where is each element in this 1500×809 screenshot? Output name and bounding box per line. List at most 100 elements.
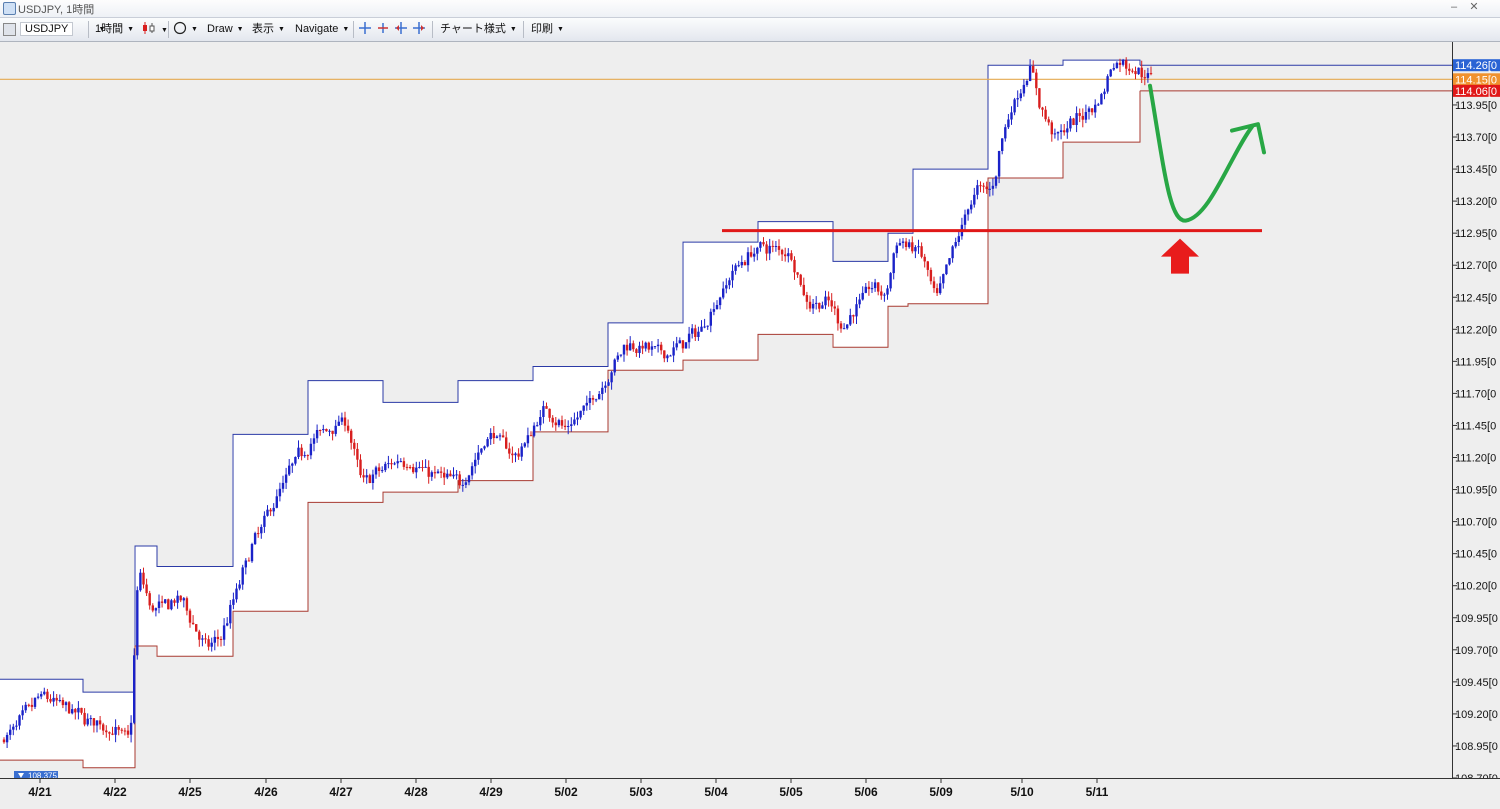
candle-body	[15, 725, 18, 727]
chevron-down-icon: ▼	[98, 26, 106, 33]
print-menu[interactable]: 印刷 ▼	[531, 21, 564, 38]
range-band	[1082, 60, 1085, 143]
candle-body	[839, 323, 843, 329]
range-band	[982, 169, 985, 304]
candle-body	[1125, 60, 1128, 69]
date-tick-label: 5/09	[929, 785, 953, 799]
date-tick-label: 5/02	[554, 785, 578, 799]
close-button[interactable]: ✕	[1469, 1, 1479, 13]
range-band	[458, 380, 461, 481]
timeframe-dropdown[interactable]: 1時間 ▼	[95, 21, 134, 38]
candle-body	[58, 700, 61, 701]
arrow-left-icon	[395, 22, 407, 34]
chart-style-menu[interactable]: チャート様式 ▼	[440, 21, 517, 38]
scroll-right-button[interactable]	[412, 21, 426, 38]
range-band	[554, 366, 557, 432]
title-bar: USDJPY, 1時間 – ✕	[0, 0, 1500, 18]
range-band	[600, 366, 603, 432]
candle-body	[966, 209, 970, 215]
price-axis[interactable]: 108.70[0108.95[0109.20[0109.45[0109.70[0…	[1452, 42, 1500, 785]
price-marker-label: 114.15[0	[1455, 74, 1497, 86]
candle-body	[700, 326, 703, 332]
range-band	[1046, 65, 1049, 179]
range-band	[1074, 60, 1077, 143]
range-band	[462, 380, 465, 481]
candle-body	[997, 151, 1001, 177]
range-band	[246, 434, 249, 612]
chevron-down-icon: ▼	[342, 26, 350, 33]
range-band	[798, 221, 801, 335]
candle-body	[244, 560, 247, 568]
chevron-down-icon: ▼	[509, 26, 517, 33]
shape-dropdown[interactable]: ▼	[173, 21, 198, 38]
range-band	[812, 221, 815, 335]
candle-body	[495, 436, 499, 438]
toolbar-divider	[523, 21, 524, 38]
range-band	[98, 692, 101, 768]
range-band	[1042, 65, 1045, 179]
date-tick-label: 4/21	[28, 785, 52, 799]
candle-body	[167, 599, 170, 610]
candle-body	[697, 331, 700, 337]
range-band	[748, 242, 751, 361]
range-band	[446, 402, 449, 493]
candle-body	[554, 422, 557, 426]
symbol-selector[interactable]: USDJPY ▼	[20, 21, 105, 38]
price-tick-label: 108.95[0	[1455, 741, 1498, 753]
range-band	[422, 402, 425, 493]
range-band	[92, 692, 95, 768]
range-band	[72, 679, 75, 761]
display-menu[interactable]: 表示 ▼	[252, 21, 285, 38]
candle-body	[1115, 62, 1119, 68]
candle-body	[102, 724, 105, 731]
time-axis[interactable]: 4/21 4/22 4/25 4/26 4/27 4/28 4/29 5/02 5/03 5/04…	[0, 778, 1500, 804]
range-band	[16, 679, 19, 761]
candle-body	[709, 311, 712, 326]
range-band	[536, 366, 539, 432]
price-tick-label: 109.95[0	[1455, 613, 1498, 625]
scroll-left-button[interactable]	[394, 21, 408, 38]
range-band	[34, 679, 37, 761]
candle-body	[77, 707, 80, 713]
range-band	[898, 233, 901, 307]
chevron-down-icon: ▼	[161, 27, 168, 34]
range-band	[42, 679, 45, 761]
range-band	[486, 380, 489, 481]
range-band	[614, 322, 617, 371]
candle-style-dropdown[interactable]: ▼	[141, 21, 168, 38]
price-tick-label: 111.45[0	[1455, 420, 1496, 432]
range-band	[782, 221, 785, 335]
candle-body	[467, 475, 471, 483]
symbol-field[interactable]: USDJPY	[20, 22, 74, 36]
candle-body	[951, 246, 954, 259]
candle-body	[71, 709, 74, 714]
range-band	[730, 242, 733, 361]
range-band	[380, 380, 383, 503]
candle-body	[129, 722, 133, 735]
chart-plot-area[interactable]: 108.375	[0, 42, 1452, 781]
range-band	[746, 242, 749, 361]
price-chart[interactable]: 108.375	[0, 42, 1452, 781]
range-band	[912, 169, 915, 304]
range-band	[636, 322, 639, 371]
range-band	[874, 261, 877, 348]
candle-body	[443, 472, 446, 478]
draw-menu[interactable]: Draw ▼	[207, 21, 244, 38]
range-band	[36, 679, 39, 761]
chevron-down-icon: ▼	[236, 26, 244, 33]
candle-body	[439, 471, 443, 473]
candle-body	[715, 305, 719, 309]
range-band	[326, 380, 329, 503]
navigate-menu[interactable]: Navigate ▼	[295, 21, 349, 38]
candle-body	[765, 244, 768, 254]
candle-body	[740, 262, 743, 266]
range-band	[320, 380, 323, 503]
minimize-button[interactable]: –	[1450, 1, 1458, 13]
price-marker-label: 114.26[0	[1455, 60, 1497, 72]
range-band	[252, 434, 255, 612]
range-band	[504, 380, 507, 481]
date-tick-label: 4/25	[178, 785, 202, 799]
zoom-in-button[interactable]	[358, 21, 372, 38]
zoom-out-button[interactable]	[376, 21, 390, 38]
range-band	[212, 566, 215, 657]
